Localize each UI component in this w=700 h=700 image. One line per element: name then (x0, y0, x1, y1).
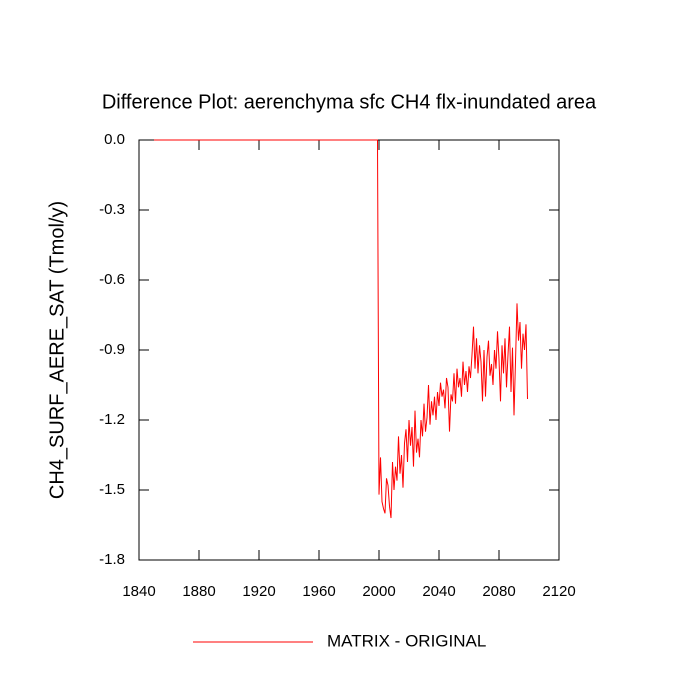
chart-title: Difference Plot: aerenchyma sfc CH4 flx-… (102, 91, 597, 113)
x-tick-label: 1880 (182, 583, 215, 600)
x-tick-label: 1960 (302, 583, 335, 600)
y-tick-label: -1.8 (99, 551, 125, 568)
x-tick-label: 2040 (422, 583, 455, 600)
x-tick-label: 2080 (482, 583, 515, 600)
x-tick-label: 2000 (362, 583, 395, 600)
legend-label: MATRIX - ORIGINAL (327, 631, 486, 650)
y-tick-label: 0.0 (104, 131, 125, 148)
x-tick-label: 1920 (242, 583, 275, 600)
plot-frame (138, 139, 560, 561)
data-line (154, 139, 528, 519)
x-tick-label: 2120 (542, 583, 575, 600)
y-tick-label: -0.9 (99, 341, 125, 358)
y-tick-label: -1.2 (99, 411, 125, 428)
y-axis-label: CH4_SURF_AERE_SAT (Tmol/y) (46, 201, 68, 499)
y-tick-label: -0.3 (99, 201, 125, 218)
x-tick-label: 1840 (122, 583, 155, 600)
y-tick-label: -0.6 (99, 271, 125, 288)
y-tick-label: -1.5 (99, 481, 125, 498)
